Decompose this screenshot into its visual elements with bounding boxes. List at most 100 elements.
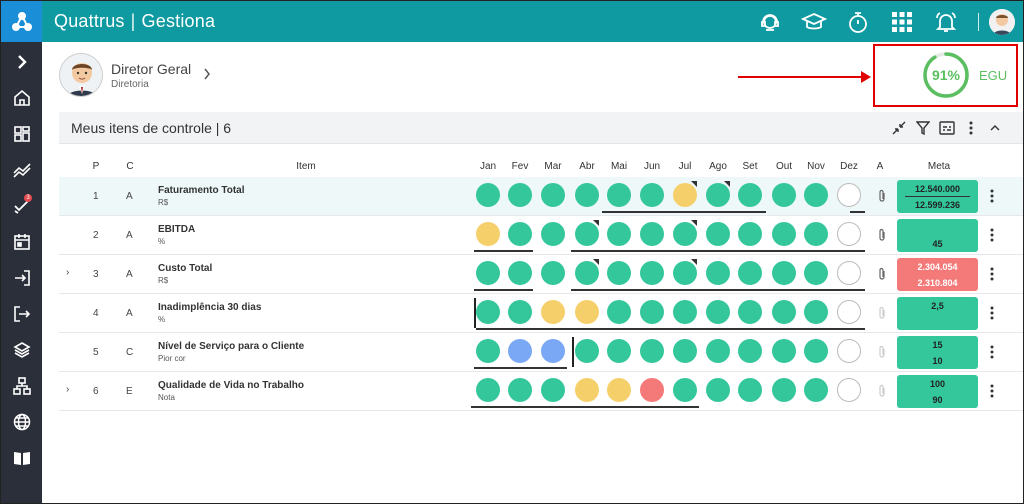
item-name[interactable]: Nível de Serviço para o Cliente <box>158 341 305 352</box>
collapse-arrows-icon[interactable] <box>887 112 911 144</box>
month-status-circle[interactable] <box>673 183 697 207</box>
month-status-circle[interactable] <box>541 261 565 285</box>
month-status-circle[interactable] <box>607 222 631 246</box>
row-more-vertical-icon[interactable] <box>990 189 994 203</box>
month-status-circle[interactable] <box>508 222 532 246</box>
month-status-circle[interactable] <box>476 261 500 285</box>
month-status-circle[interactable] <box>476 339 500 363</box>
month-status-circle[interactable] <box>772 261 796 285</box>
month-status-circle[interactable] <box>508 300 532 324</box>
month-status-circle[interactable] <box>804 300 828 324</box>
month-status-circle[interactable] <box>575 222 599 246</box>
month-status-circle[interactable] <box>508 183 532 207</box>
month-status-circle[interactable] <box>673 300 697 324</box>
stopwatch-icon[interactable] <box>836 1 880 42</box>
user-avatar[interactable] <box>989 8 1015 35</box>
month-status-circle[interactable] <box>738 378 762 402</box>
app-logo-icon[interactable] <box>1 1 42 42</box>
item-name[interactable]: Qualidade de Vida no Trabalho <box>158 380 304 391</box>
month-status-circle[interactable] <box>772 183 796 207</box>
table-row[interactable]: 5 C Nível de Serviço para o Cliente Pior co… <box>59 333 1023 372</box>
attachment-icon[interactable] <box>877 189 887 203</box>
table-row[interactable]: 2 A EBITDA% 45 <box>59 216 1023 255</box>
month-status-circle[interactable] <box>607 183 631 207</box>
table-row[interactable]: › 6 E Qualidade de Vida no Trabalho Nota 100 9… <box>59 372 1023 411</box>
month-status-circle[interactable] <box>508 261 532 285</box>
month-status-circle[interactable] <box>837 339 861 363</box>
row-more-vertical-icon[interactable] <box>990 345 994 359</box>
row-more-vertical-icon[interactable] <box>990 228 994 242</box>
login-icon[interactable] <box>1 260 42 296</box>
meta-cell[interactable]: 45 <box>897 219 978 252</box>
month-status-circle[interactable] <box>575 378 599 402</box>
meta-cell[interactable]: 2.304.054 2.310.804 <box>897 258 978 291</box>
month-status-circle[interactable] <box>772 300 796 324</box>
month-status-circle[interactable] <box>607 378 631 402</box>
month-status-circle[interactable] <box>607 339 631 363</box>
meta-cell[interactable]: 12.540.000 12.599.236 <box>897 180 978 213</box>
month-status-circle[interactable] <box>575 300 599 324</box>
row-more-vertical-icon[interactable] <box>990 384 994 398</box>
month-status-circle[interactable] <box>706 300 730 324</box>
month-status-circle[interactable] <box>541 300 565 324</box>
meta-cell[interactable]: 2,5 <box>897 297 978 330</box>
month-status-circle[interactable] <box>541 339 565 363</box>
month-status-circle[interactable] <box>706 183 730 207</box>
org-chart-icon[interactable] <box>1 368 42 404</box>
attachment-icon[interactable] <box>877 384 887 398</box>
item-name[interactable]: Faturamento Total <box>158 185 245 196</box>
item-name[interactable]: Custo Total <box>158 263 213 274</box>
month-status-circle[interactable] <box>804 261 828 285</box>
month-status-circle[interactable] <box>738 261 762 285</box>
support-icon[interactable] <box>748 1 792 42</box>
month-status-circle[interactable] <box>476 378 500 402</box>
month-status-circle[interactable] <box>673 222 697 246</box>
month-status-circle[interactable] <box>575 183 599 207</box>
meta-cell[interactable]: 100 90 <box>897 375 978 408</box>
globe-icon[interactable] <box>1 404 42 440</box>
month-status-circle[interactable] <box>837 183 861 207</box>
month-status-circle[interactable] <box>640 261 664 285</box>
attachment-icon[interactable] <box>877 306 887 320</box>
table-row[interactable]: 4 A Inadimplência 30 dias% 2,5 <box>59 294 1023 333</box>
expand-row-chevron-icon[interactable]: › <box>66 384 70 395</box>
month-status-circle[interactable] <box>738 300 762 324</box>
apps-grid-icon[interactable] <box>880 1 924 42</box>
month-status-circle[interactable] <box>476 300 500 324</box>
month-status-circle[interactable] <box>476 222 500 246</box>
month-status-circle[interactable] <box>772 378 796 402</box>
tasks-icon[interactable]: 3 <box>1 188 42 224</box>
month-status-circle[interactable] <box>673 261 697 285</box>
expand-chevron-icon[interactable] <box>1 44 42 80</box>
month-status-circle[interactable] <box>640 378 664 402</box>
month-status-circle[interactable] <box>837 222 861 246</box>
month-status-circle[interactable] <box>541 222 565 246</box>
expand-row-chevron-icon[interactable]: › <box>66 267 70 278</box>
month-status-circle[interactable] <box>738 183 762 207</box>
layers-icon[interactable] <box>1 332 42 368</box>
month-status-circle[interactable] <box>837 378 861 402</box>
meta-cell[interactable]: 15 10 <box>897 336 978 369</box>
row-more-vertical-icon[interactable] <box>990 267 994 281</box>
dashboard-icon[interactable] <box>1 116 42 152</box>
month-status-circle[interactable] <box>772 222 796 246</box>
month-status-circle[interactable] <box>541 378 565 402</box>
item-name[interactable]: EBITDA <box>158 224 196 235</box>
item-name[interactable]: Inadimplência 30 dias <box>158 302 262 313</box>
user-block[interactable]: Diretor Geral Diretoria <box>59 53 211 97</box>
calendar-icon[interactable] <box>1 224 42 260</box>
month-status-circle[interactable] <box>772 339 796 363</box>
month-status-circle[interactable] <box>706 261 730 285</box>
more-vertical-icon[interactable] <box>959 112 983 144</box>
subtitles-icon[interactable] <box>935 112 959 144</box>
score-ring[interactable]: 91% <box>922 51 970 99</box>
month-status-circle[interactable] <box>706 222 730 246</box>
month-status-circle[interactable] <box>640 183 664 207</box>
home-icon[interactable] <box>1 80 42 116</box>
month-status-circle[interactable] <box>640 339 664 363</box>
month-status-circle[interactable] <box>640 300 664 324</box>
month-status-circle[interactable] <box>837 261 861 285</box>
month-status-circle[interactable] <box>738 339 762 363</box>
month-status-circle[interactable] <box>640 222 664 246</box>
month-status-circle[interactable] <box>575 261 599 285</box>
